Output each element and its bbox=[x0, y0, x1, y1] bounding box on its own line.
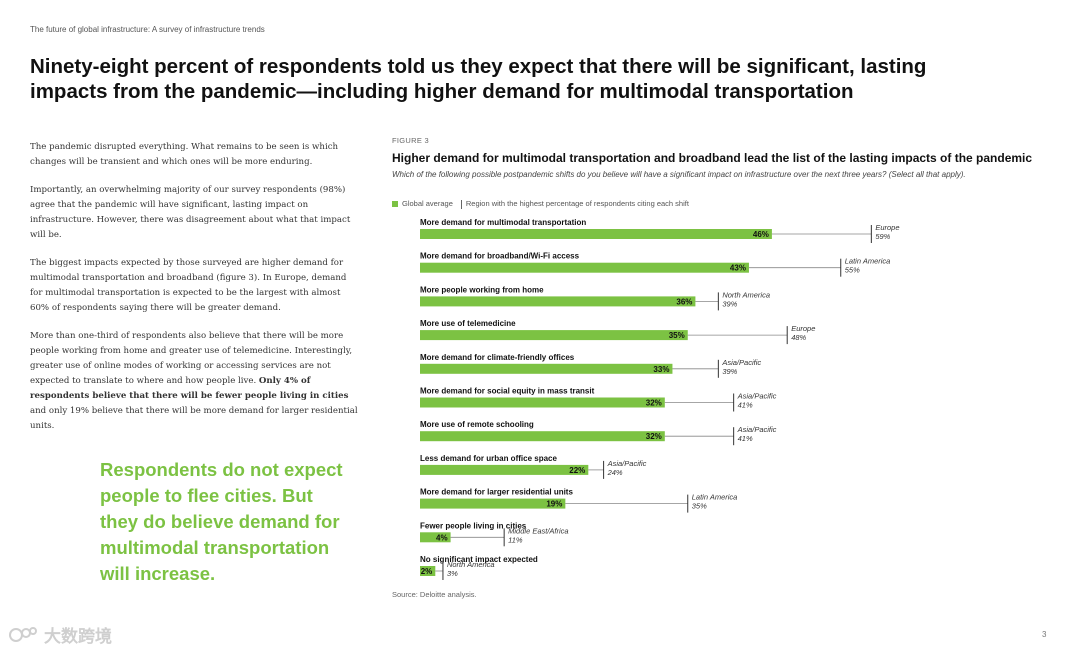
region-value-label: 48% bbox=[791, 333, 806, 342]
bar bbox=[420, 532, 451, 543]
body-paragraph: More than one-third of respondents also … bbox=[30, 329, 360, 434]
bar bbox=[420, 229, 772, 239]
region-name-label: Asia/Pacific bbox=[737, 425, 777, 434]
body-paragraph: The pandemic disrupted everything. What … bbox=[30, 142, 339, 167]
bar-value-label: 43% bbox=[730, 264, 746, 273]
bar bbox=[420, 397, 665, 408]
bar-value-label: 19% bbox=[546, 500, 562, 509]
body-text-span: and only 19% believe that there will be … bbox=[30, 406, 358, 431]
region-name-label: Asia/Pacific bbox=[737, 392, 777, 401]
page-title: Ninety-eight percent of respondents told… bbox=[30, 55, 927, 103]
region-value-label: 39% bbox=[722, 299, 737, 308]
watermark: 大数跨境 bbox=[8, 622, 112, 647]
region-name-label: Europe bbox=[875, 223, 899, 232]
figure-title: Higher demand for multimodal transportat… bbox=[392, 151, 1033, 165]
legend-item-global: Global average bbox=[392, 199, 453, 208]
region-name-label: Asia/Pacific bbox=[721, 358, 761, 367]
region-name-label: Middle East/Africa bbox=[508, 526, 568, 535]
page-number: 3 bbox=[1042, 630, 1047, 639]
bar-value-label: 33% bbox=[653, 365, 669, 374]
region-name-label: Latin America bbox=[692, 493, 738, 502]
bar bbox=[420, 498, 566, 509]
category-label: More demand for climate-friendly offices bbox=[420, 353, 575, 362]
legend-item-region: Region with the highest percentage of re… bbox=[460, 199, 689, 209]
category-label: More people working from home bbox=[420, 285, 544, 294]
legend-label: Region with the highest percentage of re… bbox=[465, 199, 689, 208]
region-value-label: 55% bbox=[845, 266, 860, 275]
body-paragraph: The biggest impacts expected by those su… bbox=[30, 258, 347, 313]
region-name-label: Europe bbox=[791, 324, 815, 333]
bar-value-label: 4% bbox=[436, 533, 448, 542]
watermark-logo-icon bbox=[9, 626, 37, 642]
region-name-label: Latin America bbox=[845, 257, 891, 266]
legend-label: Global average bbox=[402, 199, 453, 209]
chart-legend: Global average Region with the highest p… bbox=[392, 199, 689, 209]
region-name-label: North America bbox=[447, 560, 495, 569]
figure-question: Which of the following possible postpand… bbox=[392, 170, 966, 179]
category-label: More demand for social equity in mass tr… bbox=[420, 387, 595, 396]
region-name-label: North America bbox=[722, 290, 770, 299]
legend-swatch-icon bbox=[392, 201, 398, 208]
bar-value-label: 22% bbox=[569, 466, 585, 475]
bar bbox=[420, 363, 673, 374]
figure-source: Source: Deloitte analysis. bbox=[392, 590, 477, 599]
category-label: More use of telemedicine bbox=[420, 319, 516, 328]
bar-value-label: 35% bbox=[669, 331, 685, 340]
region-value-label: 41% bbox=[738, 401, 753, 410]
bar-value-label: 36% bbox=[676, 297, 692, 306]
bar bbox=[420, 464, 589, 475]
body-text: The pandemic disrupted everything. What … bbox=[30, 140, 360, 447]
pull-quote: Respondents do not expect people to flee… bbox=[100, 459, 343, 584]
category-label: More demand for larger residential units bbox=[420, 488, 573, 497]
category-label: Less demand for urban office space bbox=[420, 454, 557, 463]
body-text-span: More than one-third of respondents also … bbox=[30, 331, 353, 386]
body-paragraph: Importantly, an overwhelming majority of… bbox=[30, 185, 351, 240]
bar bbox=[420, 431, 665, 442]
bar-value-label: 2% bbox=[421, 567, 433, 576]
region-value-label: 24% bbox=[607, 468, 623, 477]
document-header: The future of global infrastructure: A s… bbox=[30, 25, 265, 34]
bar-value-label: 32% bbox=[646, 399, 662, 408]
watermark-text: 大数跨境 bbox=[44, 627, 112, 646]
bar bbox=[420, 296, 696, 307]
bar-chart: More demand for multimodal transportatio… bbox=[420, 218, 900, 580]
region-value-label: 35% bbox=[692, 502, 707, 511]
bar-value-label: 46% bbox=[753, 230, 769, 239]
category-label: Fewer people living in cities bbox=[420, 521, 527, 530]
category-label: More use of remote schooling bbox=[420, 420, 534, 429]
region-value-label: 39% bbox=[722, 367, 737, 376]
category-label: More demand for multimodal transportatio… bbox=[420, 218, 586, 227]
category-label: No significant impact expected bbox=[420, 555, 538, 564]
bar bbox=[420, 330, 688, 341]
legend-tick-icon bbox=[460, 199, 462, 209]
bar bbox=[420, 262, 749, 273]
bar bbox=[420, 566, 436, 576]
region-name-label: Asia/Pacific bbox=[607, 459, 647, 468]
region-value-label: 59% bbox=[875, 232, 890, 241]
region-value-label: 3% bbox=[447, 569, 458, 578]
figure-label: FIGURE 3 bbox=[392, 136, 429, 145]
bar-value-label: 32% bbox=[646, 432, 662, 441]
category-label: More demand for broadband/Wi-Fi access bbox=[420, 252, 580, 261]
body-bold-span: Only 4% of respondents believe that ther… bbox=[30, 376, 349, 401]
region-value-label: 41% bbox=[738, 434, 753, 443]
region-value-label: 11% bbox=[508, 535, 523, 544]
